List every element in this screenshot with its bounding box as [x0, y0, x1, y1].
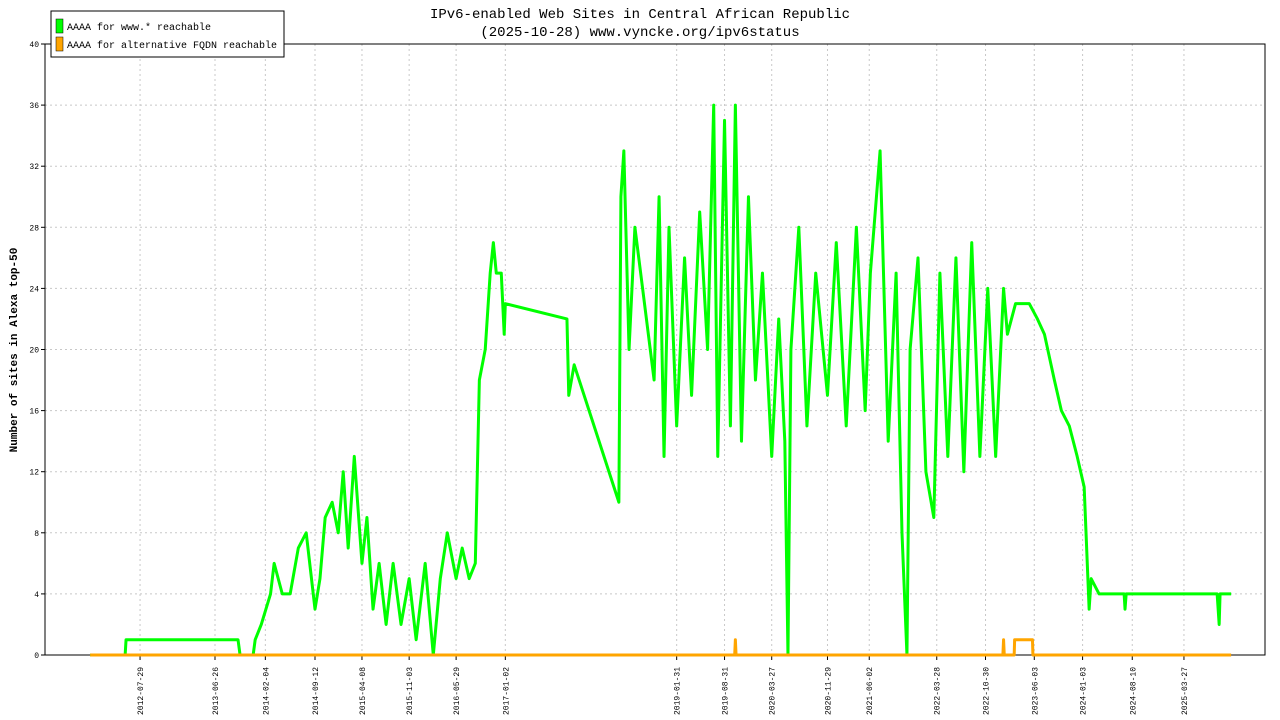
series-line: [90, 638, 1232, 657]
chart-subtitle: (2025-10-28) www.vyncke.org/ipv6status: [480, 25, 799, 41]
y-tick-label: 12: [29, 469, 39, 478]
series-line: [90, 103, 1232, 657]
x-tick-label: 2025-03-27: [1181, 667, 1190, 715]
x-tick-label: 2015-11-03: [406, 667, 415, 715]
y-tick-label: 36: [29, 102, 39, 111]
legend-box: [50, 10, 285, 58]
x-tick-label: 2015-04-08: [359, 667, 368, 715]
y-tick-label: 28: [29, 224, 39, 233]
x-tick-label: 2016-05-29: [453, 667, 462, 715]
x-tick-label: 2020-11-29: [824, 667, 833, 715]
y-tick-label: 40: [29, 41, 39, 50]
y-axis-label: Number of sites in Alexa top-50: [9, 248, 21, 453]
legend-swatch: [55, 18, 64, 34]
x-tick-label: 2012-07-29: [137, 667, 146, 715]
y-tick-label: 16: [29, 408, 39, 417]
x-tick-label: 2020-03-27: [769, 667, 778, 715]
x-tick-label: 2014-02-04: [262, 667, 271, 715]
x-tick-label: 2023-06-03: [1031, 667, 1040, 715]
legend-label: AAAA for alternative FQDN reachable: [67, 40, 277, 52]
y-tick-label: 8: [34, 530, 39, 539]
x-tick-label: 2022-03-28: [934, 667, 943, 715]
y-tick-label: 32: [29, 163, 39, 172]
x-tick-label: 2022-10-30: [983, 667, 992, 715]
x-tick-label: 2019-08-31: [722, 667, 731, 715]
y-tick-label: 24: [29, 285, 39, 294]
x-tick-label: 2013-06-26: [212, 667, 221, 715]
legend-swatch: [55, 36, 64, 52]
y-tick-label: 4: [34, 591, 39, 600]
x-tick-label: 2019-01-31: [674, 667, 683, 715]
x-tick-label: 2024-01-03: [1080, 667, 1089, 715]
x-tick-label: 2014-09-12: [312, 667, 321, 715]
legend-label: AAAA for www.* reachable: [67, 22, 211, 34]
x-tick-label: 2017-01-02: [502, 667, 511, 715]
x-tick-label: 2024-08-10: [1129, 667, 1138, 715]
y-tick-label: 20: [29, 347, 39, 356]
chart-title: IPv6-enabled Web Sites in Central Africa…: [430, 7, 850, 23]
y-tick-label: 0: [34, 652, 39, 661]
x-tick-label: 2021-06-02: [866, 667, 875, 715]
